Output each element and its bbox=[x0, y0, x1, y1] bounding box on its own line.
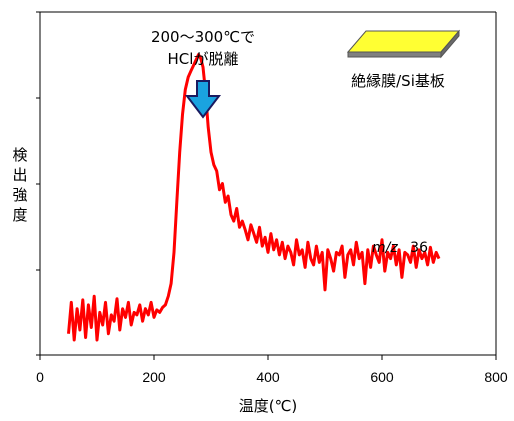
y-axis-title-char: 検 bbox=[12, 146, 27, 164]
y-ticks bbox=[36, 11, 40, 356]
series-label: m/z 36 bbox=[372, 240, 428, 256]
x-axis-title: 温度(℃) bbox=[239, 397, 298, 415]
y-axis-title: 検出強度 bbox=[12, 146, 27, 224]
down-arrow-icon bbox=[184, 80, 222, 119]
x-tick-label: 400 bbox=[256, 369, 280, 385]
peak-annotation-line1: 200～300℃で bbox=[151, 28, 255, 46]
y-axis-title-char: 度 bbox=[12, 206, 27, 224]
mz-italic: m/z bbox=[372, 240, 398, 256]
y-axis-title-char: 強 bbox=[12, 186, 27, 204]
peak-annotation-line2: HClが脱離 bbox=[168, 50, 239, 68]
y-axis-title-char: 出 bbox=[12, 166, 27, 184]
x-tick-label: 200 bbox=[142, 369, 166, 385]
sample-label: 絶縁膜/Si基板 bbox=[351, 72, 445, 90]
x-tick-label: 0 bbox=[36, 369, 44, 385]
x-tick-label: 600 bbox=[370, 369, 394, 385]
series-group bbox=[67, 53, 441, 342]
x-ticks: 0 200 400 600 800 bbox=[36, 355, 508, 385]
plot-area bbox=[39, 11, 497, 356]
mz-value: 36 bbox=[410, 240, 428, 256]
x-tick-label: 800 bbox=[484, 369, 508, 385]
substrate-icon bbox=[346, 29, 461, 59]
series-line bbox=[67, 53, 441, 342]
